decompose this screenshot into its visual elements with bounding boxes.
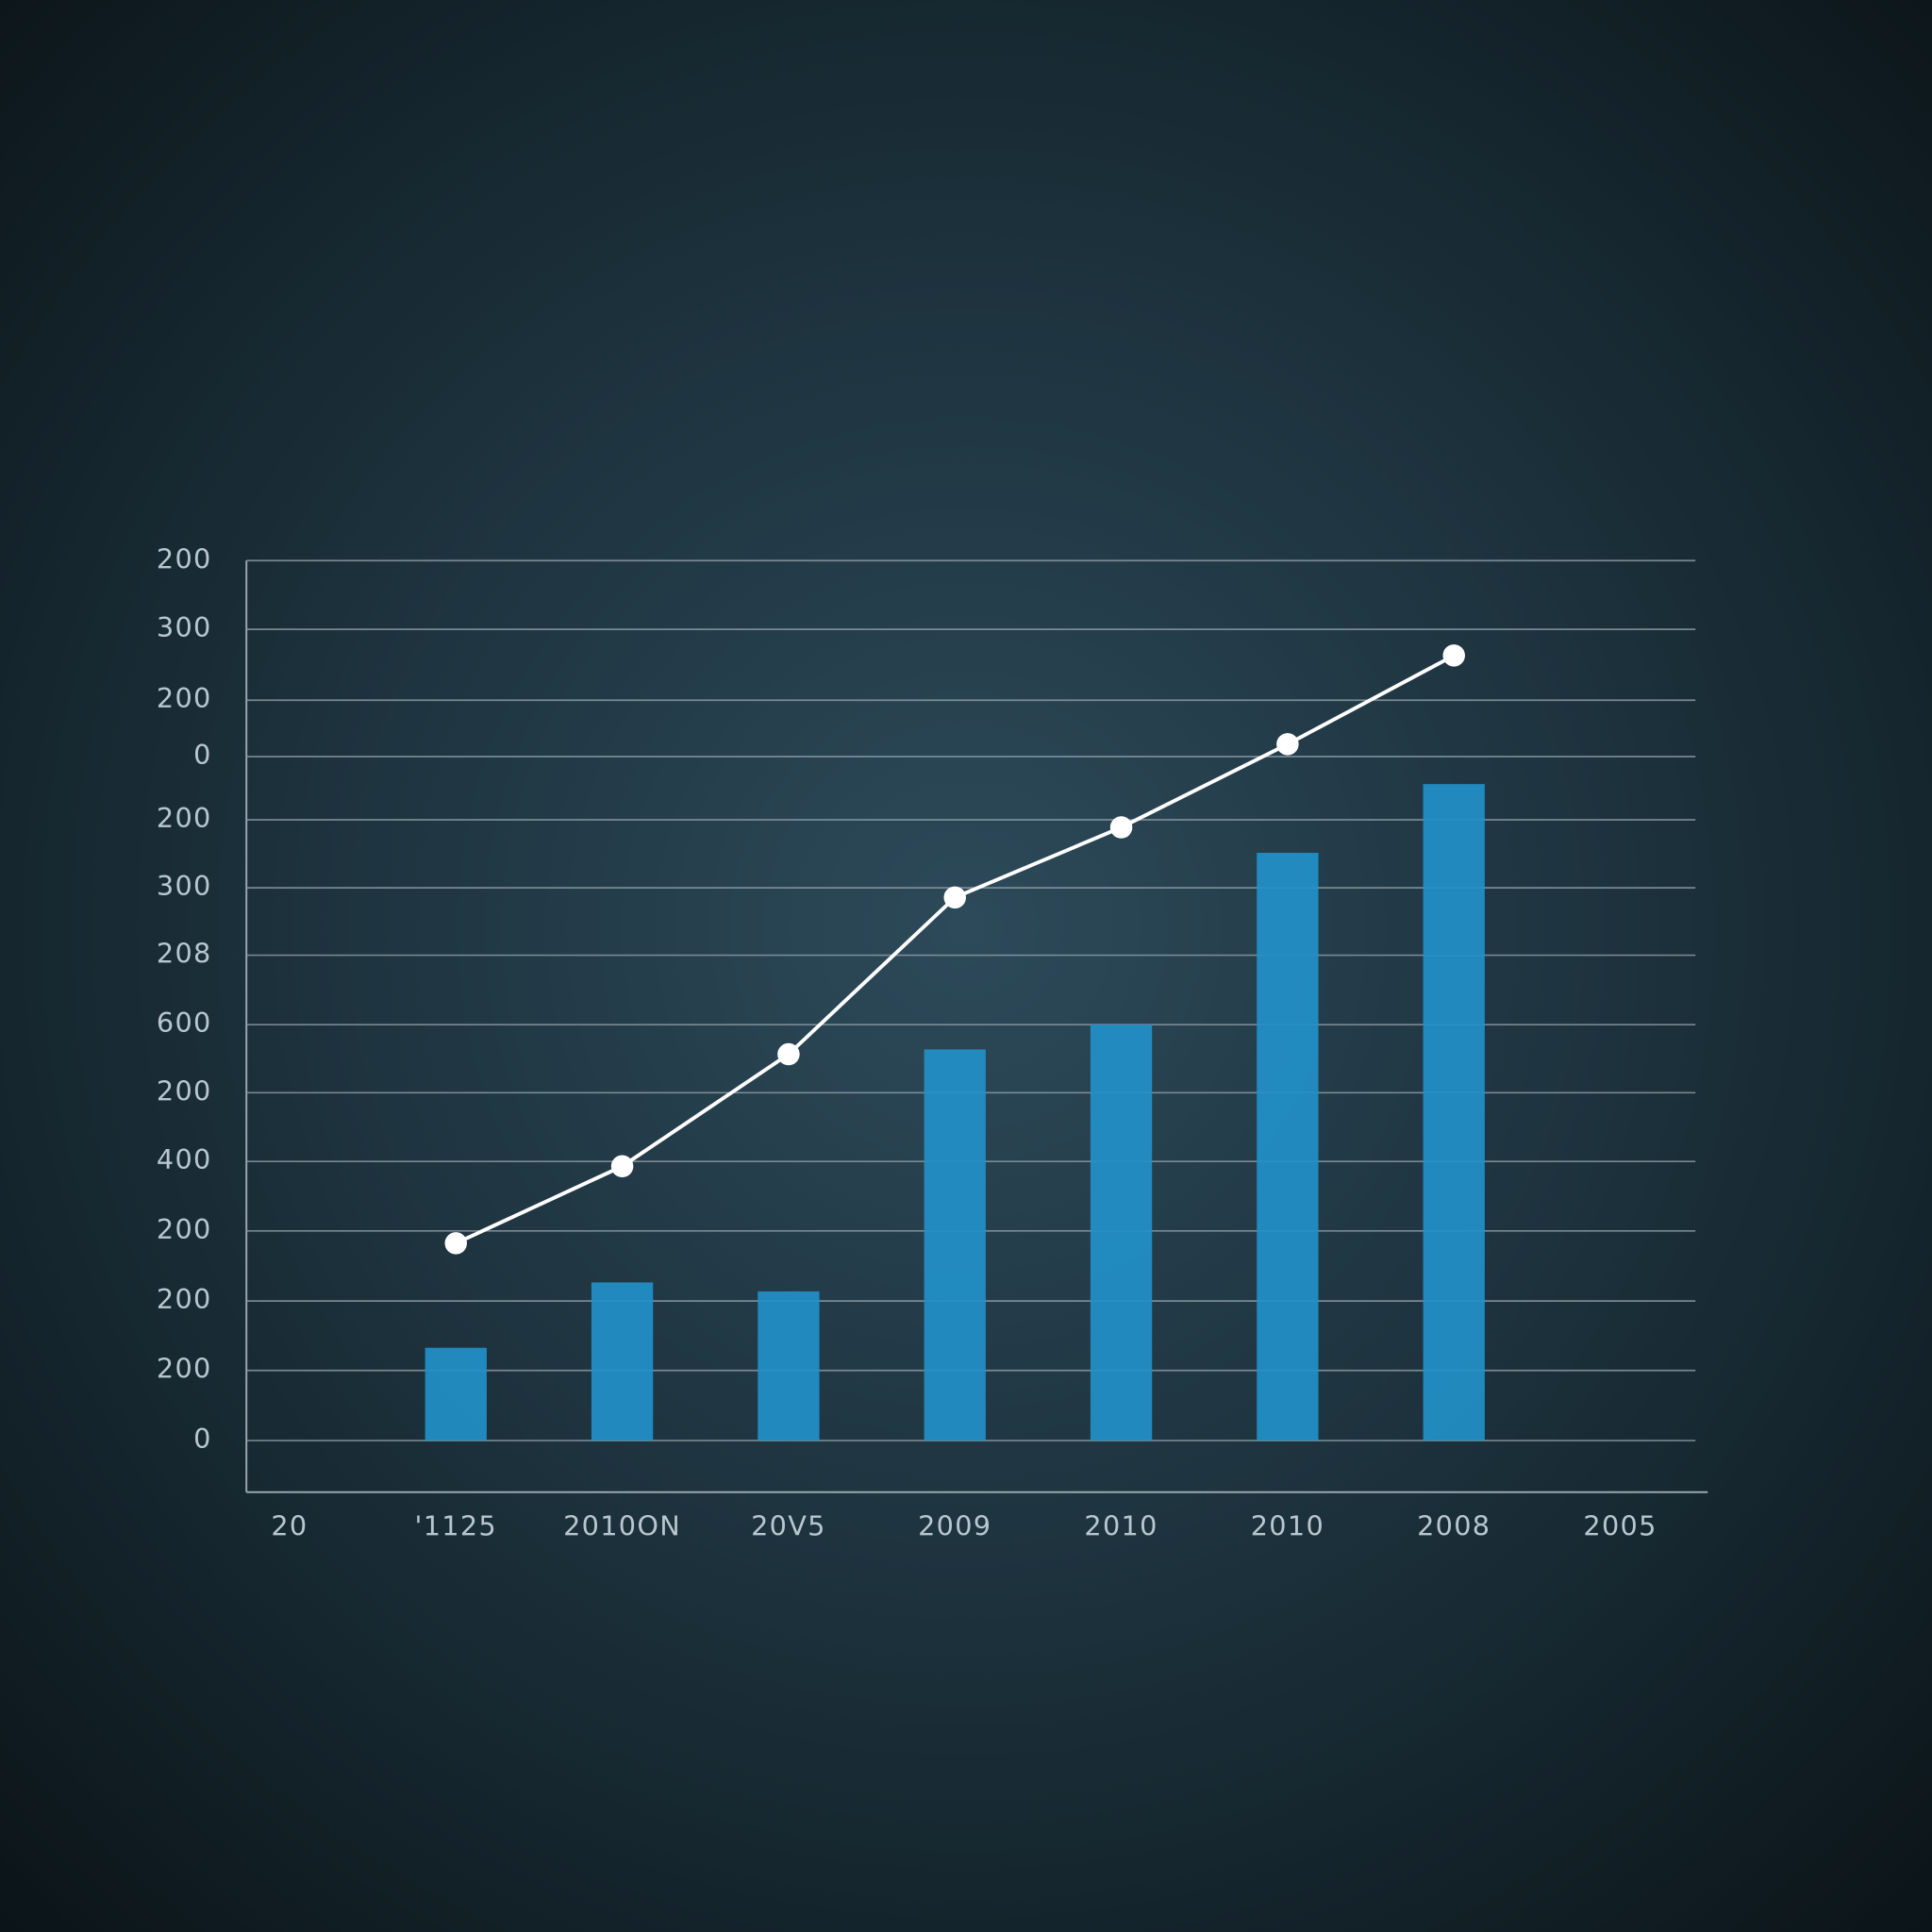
y-tick-label: 300 — [157, 870, 212, 902]
bar — [425, 1347, 487, 1441]
line-point — [610, 1155, 634, 1178]
line-point — [943, 886, 966, 909]
x-tick-label: 20V5 — [751, 1510, 826, 1542]
x-tick-label: 2008 — [1417, 1510, 1491, 1542]
x-tick-label: 20 — [271, 1510, 308, 1542]
line-point — [1109, 816, 1133, 839]
y-tick-label: 0 — [193, 739, 212, 771]
y-tick-label: 200 — [157, 802, 212, 834]
y-tick-label: 200 — [157, 1283, 212, 1315]
y-tick-label: 300 — [157, 611, 212, 643]
bar — [758, 1291, 820, 1441]
y-tick-label: 200 — [157, 1353, 212, 1385]
x-tick-label: '1125 — [415, 1510, 498, 1542]
bar — [591, 1282, 654, 1441]
y-tick-label: 200 — [157, 682, 212, 714]
y-tick-label: 208 — [157, 938, 212, 970]
line-point — [777, 1042, 800, 1066]
x-tick-label: 2005 — [1583, 1510, 1657, 1542]
line-point — [444, 1232, 468, 1255]
line-point — [1276, 733, 1299, 756]
x-tick-label: 2010ON — [563, 1510, 681, 1542]
y-tick-label: 200 — [157, 1213, 212, 1245]
x-tick-label: 2009 — [918, 1510, 991, 1542]
bar — [1423, 784, 1485, 1441]
bar — [1090, 1024, 1153, 1441]
y-tick-label: 400 — [157, 1143, 212, 1175]
bar — [924, 1049, 986, 1441]
x-tick-label: 2010 — [1251, 1510, 1324, 1542]
y-tick-label: 600 — [157, 1007, 212, 1039]
y-tick-label: 200 — [157, 1074, 212, 1107]
line-point — [1442, 644, 1465, 667]
x-tick-label: 2010 — [1084, 1510, 1158, 1542]
bar — [1257, 852, 1319, 1441]
y-tick-label: 0 — [193, 1423, 212, 1455]
y-tick-label: 200 — [157, 542, 212, 575]
